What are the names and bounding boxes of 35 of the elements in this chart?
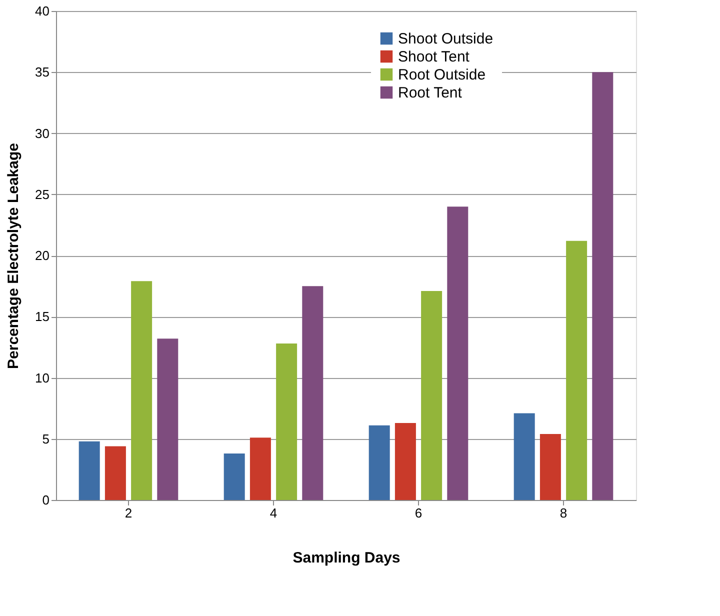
bar	[78, 441, 100, 500]
x-tick-label: 2	[124, 506, 132, 520]
y-tick-label: 0	[42, 492, 50, 508]
bar	[104, 446, 126, 500]
bar	[224, 454, 245, 500]
bar	[540, 434, 561, 500]
y-tick-label: 15	[35, 309, 50, 324]
y-tick-label: 20	[35, 248, 50, 263]
bar	[592, 72, 614, 500]
bar	[421, 290, 442, 500]
y-tick-label: 25	[35, 186, 50, 202]
bar	[250, 438, 271, 500]
y-tick-label: 30	[35, 126, 50, 141]
y-tick-label: 5	[42, 431, 50, 446]
bar	[276, 344, 298, 500]
legend-label: Shoot Tent	[398, 48, 470, 66]
y-axis-title: Percentage Electrolyte Leakage	[5, 143, 22, 369]
bar	[514, 413, 535, 500]
x-axis-title: Sampling Days	[292, 550, 400, 566]
bar	[368, 425, 390, 500]
legend-label: Root Outside	[398, 66, 486, 84]
legend-label: Shoot Outside	[398, 30, 494, 48]
bar	[157, 338, 178, 500]
x-tick-label: 4	[270, 506, 278, 520]
bar	[447, 206, 468, 500]
bar	[566, 240, 588, 500]
y-tick-label: 40	[35, 4, 50, 18]
y-tick-label: 10	[35, 370, 50, 386]
legend-label: Root Tent	[398, 84, 463, 102]
x-tick-label: 8	[560, 506, 568, 520]
bar	[302, 286, 324, 500]
bar	[394, 422, 416, 500]
bar	[131, 281, 152, 500]
y-tick-label: 35	[35, 64, 50, 80]
x-tick-label: 6	[414, 506, 422, 520]
